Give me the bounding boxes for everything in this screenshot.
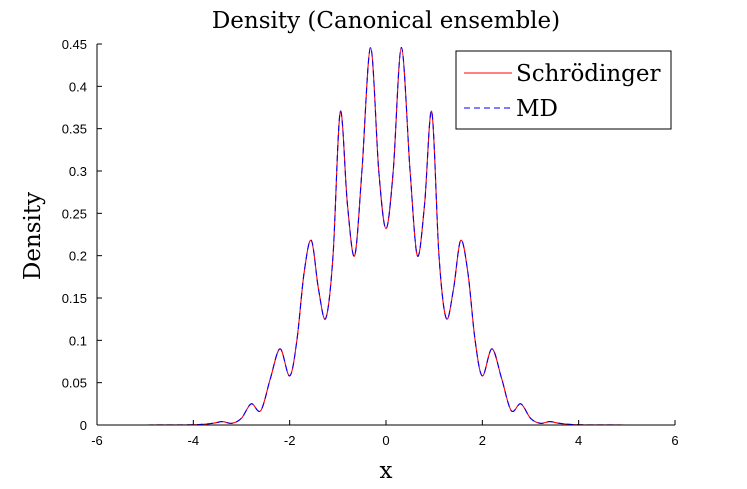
y-tick-label: 0.25 xyxy=(62,206,87,221)
axes: -6 -4 -2 0 2 4 6 0 0.05 0.1 0.15 0.2 0.25 0.3 0.35 0.4 0… xyxy=(62,37,679,448)
legend: Schrödinger MD xyxy=(455,50,672,130)
y-tick-label: 0.35 xyxy=(62,122,87,137)
x-tick-label: 2 xyxy=(479,433,486,448)
x-tick-label: -2 xyxy=(284,433,296,448)
x-tick-label: 4 xyxy=(575,433,582,448)
legend-label: MD xyxy=(516,96,558,122)
series-layer xyxy=(96,46,675,426)
y-axis-label: Density xyxy=(20,192,46,280)
legend-box xyxy=(455,50,672,130)
y-tick-label: 0.05 xyxy=(62,376,87,391)
y-tick-label: 0 xyxy=(80,418,87,433)
x-axis-label: x xyxy=(380,458,393,484)
y-tick-label: 0.3 xyxy=(69,164,87,179)
x-tick-label: 6 xyxy=(671,433,678,448)
legend-label: Schrödinger xyxy=(516,61,661,87)
chart-title: Density (Canonical ensemble) xyxy=(212,8,560,34)
y-tick-label: 0.45 xyxy=(62,37,87,52)
x-tick-label: -6 xyxy=(91,433,103,448)
y-tick-label: 0.15 xyxy=(62,291,87,306)
y-tick-label: 0.2 xyxy=(69,249,87,264)
series-line-schrodinger xyxy=(96,46,675,426)
y-tick-label: 0.1 xyxy=(69,333,87,348)
x-tick-label: -4 xyxy=(188,433,200,448)
y-tick-label: 0.4 xyxy=(69,79,87,94)
x-tick-label: 0 xyxy=(382,433,389,448)
